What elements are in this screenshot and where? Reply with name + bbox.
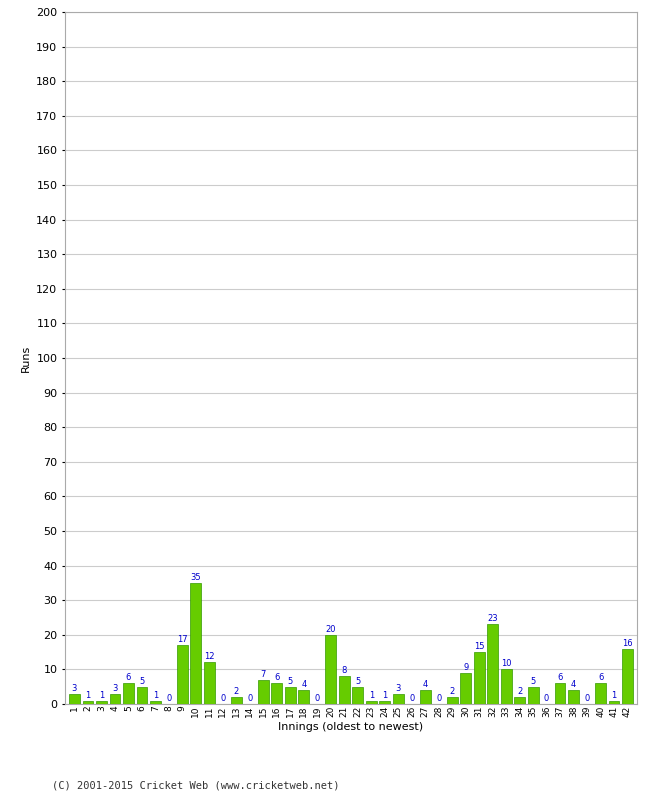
Text: 5: 5 bbox=[288, 677, 293, 686]
Text: 0: 0 bbox=[247, 694, 252, 703]
Text: 4: 4 bbox=[571, 680, 576, 689]
Text: 3: 3 bbox=[396, 683, 401, 693]
Bar bbox=[622, 649, 633, 704]
Text: 35: 35 bbox=[190, 573, 201, 582]
Bar bbox=[554, 683, 565, 704]
Bar bbox=[204, 662, 214, 704]
Text: 0: 0 bbox=[409, 694, 414, 703]
Text: (C) 2001-2015 Cricket Web (www.cricketweb.net): (C) 2001-2015 Cricket Web (www.cricketwe… bbox=[52, 781, 339, 790]
Y-axis label: Runs: Runs bbox=[21, 344, 31, 372]
Bar bbox=[447, 697, 458, 704]
Bar bbox=[150, 701, 161, 704]
Text: 4: 4 bbox=[301, 680, 306, 689]
Text: 6: 6 bbox=[598, 674, 603, 682]
Bar bbox=[339, 676, 350, 704]
Text: 17: 17 bbox=[177, 635, 188, 644]
Text: 6: 6 bbox=[274, 674, 280, 682]
Bar bbox=[272, 683, 282, 704]
Text: 5: 5 bbox=[139, 677, 144, 686]
Bar bbox=[285, 686, 296, 704]
Bar bbox=[258, 680, 268, 704]
Text: 0: 0 bbox=[544, 694, 549, 703]
Bar bbox=[488, 625, 498, 704]
Bar bbox=[595, 683, 606, 704]
Text: 0: 0 bbox=[220, 694, 226, 703]
Text: 0: 0 bbox=[436, 694, 441, 703]
Bar bbox=[96, 701, 107, 704]
Bar bbox=[298, 690, 309, 704]
Text: 12: 12 bbox=[204, 653, 214, 662]
Bar bbox=[528, 686, 538, 704]
Text: 23: 23 bbox=[488, 614, 498, 623]
Text: 5: 5 bbox=[530, 677, 536, 686]
Text: 0: 0 bbox=[315, 694, 320, 703]
Text: 0: 0 bbox=[166, 694, 172, 703]
Text: 2: 2 bbox=[234, 687, 239, 696]
Bar bbox=[123, 683, 134, 704]
Text: 20: 20 bbox=[326, 625, 336, 634]
Bar bbox=[514, 697, 525, 704]
X-axis label: Innings (oldest to newest): Innings (oldest to newest) bbox=[278, 722, 424, 733]
Text: 8: 8 bbox=[341, 666, 347, 675]
Bar bbox=[69, 694, 80, 704]
Bar bbox=[326, 635, 336, 704]
Bar bbox=[177, 645, 188, 704]
Text: 7: 7 bbox=[261, 670, 266, 678]
Text: 1: 1 bbox=[612, 690, 617, 699]
Text: 1: 1 bbox=[369, 690, 374, 699]
Bar bbox=[460, 673, 471, 704]
Bar bbox=[83, 701, 94, 704]
Text: 1: 1 bbox=[85, 690, 90, 699]
Bar bbox=[500, 670, 512, 704]
Bar bbox=[109, 694, 120, 704]
Bar bbox=[352, 686, 363, 704]
Text: 9: 9 bbox=[463, 663, 468, 672]
Text: 1: 1 bbox=[153, 690, 158, 699]
Text: 0: 0 bbox=[584, 694, 590, 703]
Bar bbox=[190, 583, 202, 704]
Text: 15: 15 bbox=[474, 642, 484, 651]
Bar bbox=[380, 701, 390, 704]
Text: 2: 2 bbox=[517, 687, 522, 696]
Text: 3: 3 bbox=[112, 683, 118, 693]
Text: 16: 16 bbox=[622, 638, 633, 648]
Text: 6: 6 bbox=[558, 674, 563, 682]
Bar bbox=[366, 701, 376, 704]
Text: 1: 1 bbox=[99, 690, 104, 699]
Text: 3: 3 bbox=[72, 683, 77, 693]
Bar bbox=[136, 686, 148, 704]
Text: 4: 4 bbox=[422, 680, 428, 689]
Text: 1: 1 bbox=[382, 690, 387, 699]
Text: 10: 10 bbox=[501, 659, 512, 668]
Bar bbox=[474, 652, 484, 704]
Text: 5: 5 bbox=[355, 677, 360, 686]
Bar bbox=[231, 697, 242, 704]
Bar bbox=[420, 690, 430, 704]
Bar bbox=[608, 701, 619, 704]
Bar bbox=[393, 694, 404, 704]
Text: 2: 2 bbox=[450, 687, 455, 696]
Text: 6: 6 bbox=[125, 674, 131, 682]
Bar bbox=[568, 690, 579, 704]
